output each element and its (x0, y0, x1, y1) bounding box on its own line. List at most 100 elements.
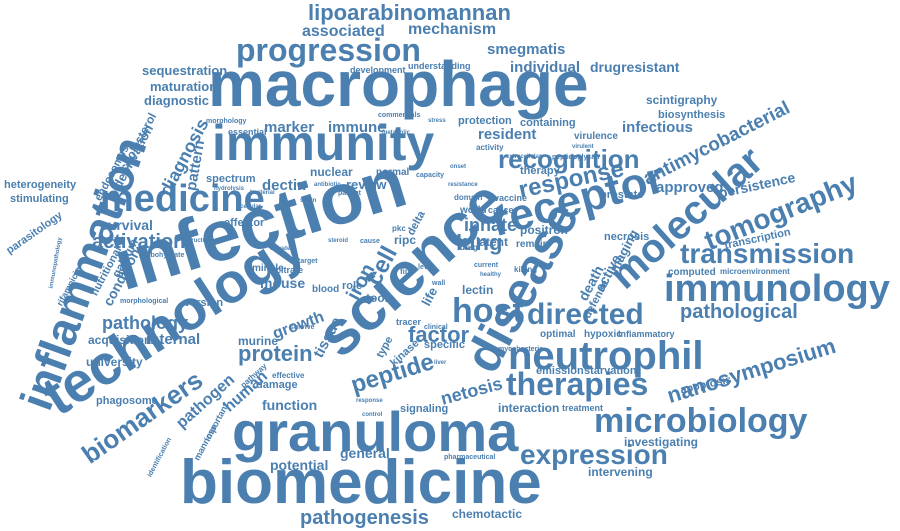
word-effector: effector (224, 217, 265, 229)
word-emission: emission (536, 365, 584, 377)
word-metabolic: metabolic (382, 130, 411, 136)
word-maturation: maturation (150, 79, 218, 94)
word-general: general (340, 445, 390, 461)
word-identification: identification (146, 436, 174, 479)
word-drugresistant: drugresistant (590, 59, 680, 75)
word-cause: cause (360, 238, 380, 245)
word-remain: remain (516, 239, 549, 250)
word-patient: patient (338, 190, 361, 197)
word-therapies: therapies (506, 366, 649, 402)
word-lipoarabinomannan: lipoarabinomannan (308, 0, 511, 25)
word-medicine: medicine (100, 178, 265, 220)
word-interaction: interaction (498, 401, 560, 415)
word-healthy: healthy (480, 272, 502, 278)
word-progression: progression (236, 32, 421, 68)
word-control: control (362, 412, 383, 418)
word-vaccine: vaccine (494, 193, 528, 203)
word-target: target (298, 258, 318, 265)
word-protection: protection (458, 115, 512, 127)
word-university: university (86, 355, 143, 369)
word-microenvironment: microenvironment (720, 267, 790, 276)
word-blood: blood (312, 284, 340, 295)
word-pathological: pathological (680, 301, 798, 323)
word-level: level (418, 264, 434, 271)
word-wall: wall (432, 280, 446, 287)
word-recognition: recognition (498, 144, 640, 174)
word-damage: damage (256, 379, 298, 391)
word-heterogeneity: heterogeneity (4, 179, 77, 191)
word-stimulating: stimulating (10, 193, 69, 205)
word-treatment: treatment (562, 403, 604, 413)
word-peptidoglycan: peptidoglycan (552, 154, 600, 161)
word-structural: structural (186, 238, 214, 244)
word-therapy: therapy (520, 165, 560, 177)
word-expression: expression (520, 439, 668, 470)
word-tracer: tracer (396, 317, 422, 327)
word-lung: lung (456, 230, 503, 255)
word-host: host (452, 292, 524, 330)
word-positron: positron (520, 223, 568, 237)
word-commensals: commensals (378, 112, 421, 119)
word-elevated: elevated (270, 246, 295, 252)
word-pathology: pathology (102, 313, 188, 333)
word-function: function (262, 397, 318, 413)
word-immunity: immunity (212, 115, 435, 171)
word-stress: stress (428, 118, 446, 124)
word-computed: computed (668, 267, 716, 278)
word-resident: resident (478, 126, 537, 143)
word-review: review (346, 177, 387, 192)
word-factor: factor (408, 322, 470, 347)
word-dectin: dectin (262, 177, 307, 194)
word-chemotactic: chemotactic (452, 507, 523, 521)
word-survive: survive (290, 324, 315, 331)
word-immunology: immunology (664, 268, 890, 310)
word-antibiotic: antibiotic (314, 182, 341, 188)
word-effective: effective (272, 371, 305, 380)
word-bacterial: bacterial (250, 190, 275, 196)
word-development: development (350, 65, 406, 75)
word-understanding: understanding (408, 61, 471, 71)
word-murine: murine (238, 334, 279, 348)
word-protein: protein (238, 341, 313, 366)
word-version: version (184, 297, 224, 309)
word-normal: normal (376, 167, 410, 178)
word-macrophage: macrophage (208, 48, 589, 120)
word-marker: marker (264, 119, 315, 136)
word-carbohydrate: carbohydrate (140, 252, 185, 259)
word-resistance: resistance (448, 182, 478, 188)
word-associated: associated (302, 23, 385, 40)
word-internal: internal (146, 331, 201, 348)
word-mincle: mincle (252, 263, 284, 274)
word-killing: killing (514, 265, 538, 274)
word-survival: survival (100, 217, 153, 233)
word-response-small: response (356, 398, 383, 404)
word-virulent: virulent (572, 144, 594, 150)
word-starvation: starvation (584, 365, 637, 377)
word-phagosome: phagosome (96, 395, 158, 407)
word-pkc: pkc (392, 224, 406, 233)
word-inflammatory: inflammatory (618, 329, 675, 339)
word-lectin: lectin (462, 283, 494, 297)
word-pathogenesis: pathogenesis (300, 507, 429, 529)
word-intervening: intervening (588, 465, 653, 479)
word-citrate: citrate (276, 265, 304, 275)
word-strain: strain (300, 198, 317, 204)
word-granuloma: granuloma (232, 400, 519, 463)
word-investigating: investigating (624, 435, 699, 449)
word-tool: tool (366, 291, 388, 305)
word-mycobacteria: mycobacteria (498, 346, 544, 353)
word-activity: activity (476, 143, 504, 152)
word-ripc: ripc (394, 233, 417, 247)
word-sequestration: sequestration (142, 63, 228, 78)
word-microbiology: microbiology (594, 402, 808, 440)
word-latent: latent (476, 235, 509, 249)
word-potential: potential (270, 457, 329, 473)
word-signaling: signaling (400, 403, 449, 415)
word-hypoxic: hypoxic (584, 329, 622, 340)
word-neutrophil: neutrophil (508, 334, 704, 378)
word-directed: directed (527, 298, 644, 331)
word-mouse: mouse (260, 275, 306, 291)
word-liver: liver (434, 360, 447, 366)
word-approved: approved (656, 179, 724, 196)
